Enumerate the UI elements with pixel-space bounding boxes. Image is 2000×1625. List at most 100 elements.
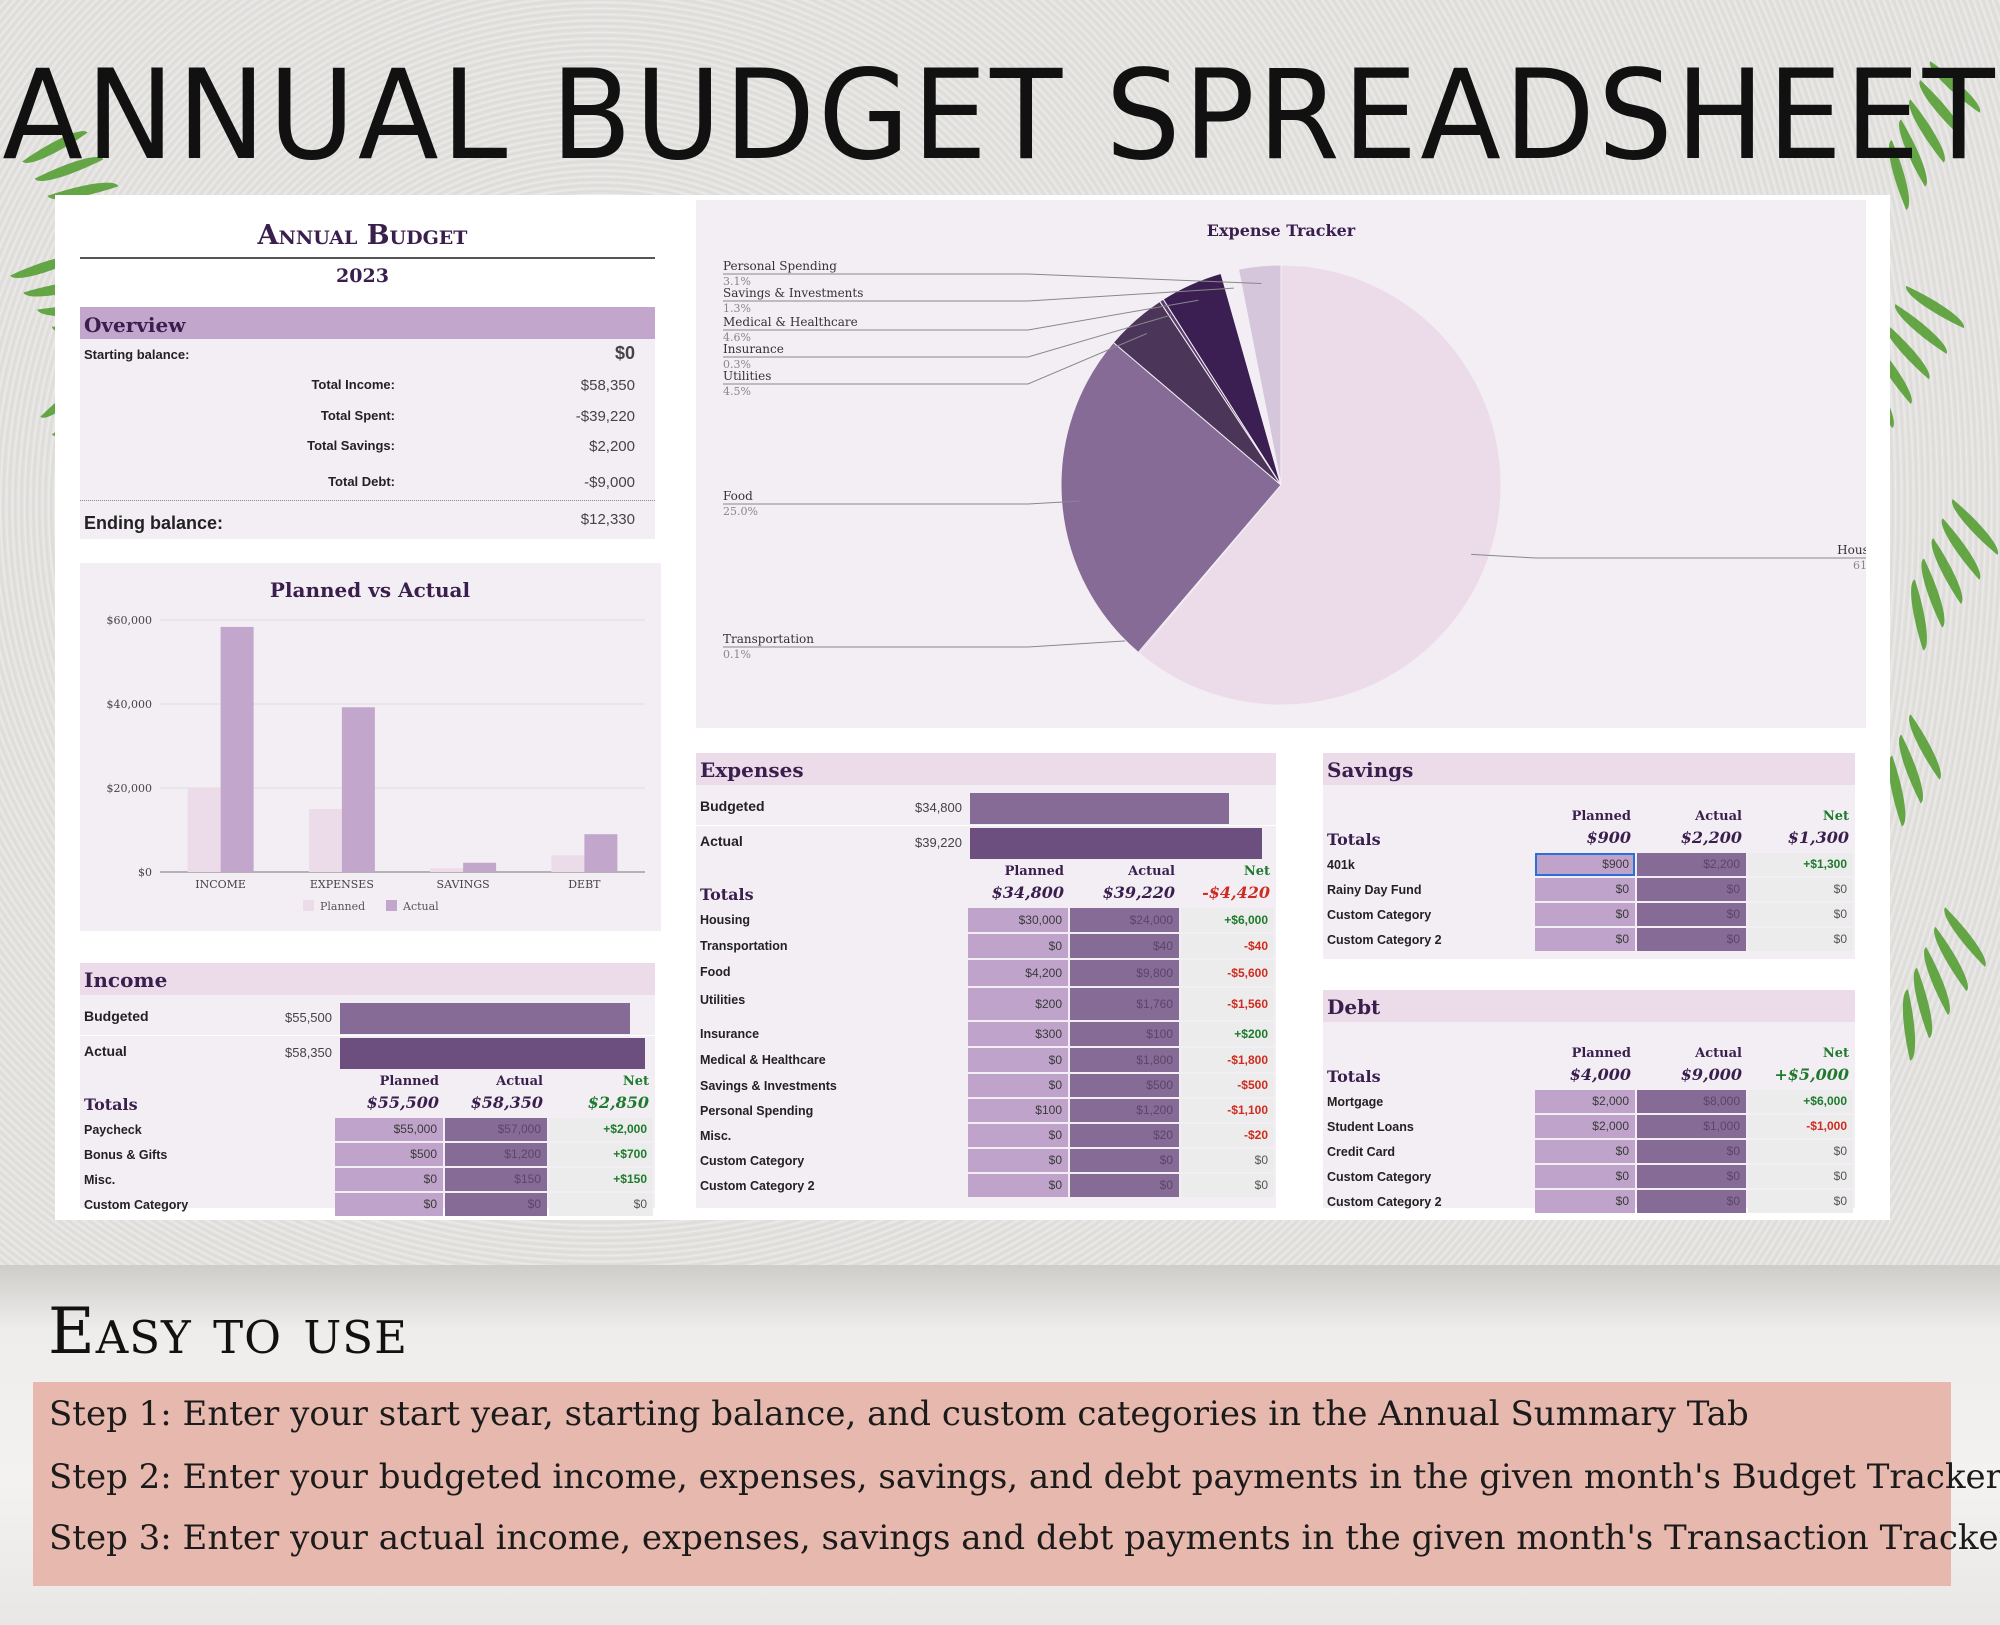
savings-cell-planned[interactable]: $0 [1535,878,1635,901]
expenses-total-planned: $34,800 [991,883,1064,902]
expenses-cell-actual[interactable]: $0 [1070,1149,1179,1172]
income-cell-planned[interactable]: $0 [335,1168,443,1191]
income-cell-planned[interactable]: $500 [335,1143,443,1166]
expenses-cell-planned[interactable]: $0 [968,1149,1068,1172]
debt-cell-net[interactable]: $0 [1748,1190,1853,1213]
easy-to-use-title: Easy to use [48,1295,408,1369]
savings-cell-net[interactable]: $0 [1748,878,1853,901]
expenses-cell-planned[interactable]: $0 [968,1074,1068,1097]
expenses-cell-actual[interactable]: $20 [1070,1124,1179,1147]
expenses-cell-net[interactable]: -$1,560 [1181,988,1274,1020]
expenses-cell-net[interactable]: -$500 [1181,1074,1274,1097]
debt-cell-actual[interactable]: $8,000 [1637,1090,1746,1113]
expenses-actual-value: $39,220 [915,835,962,850]
income-cell-planned[interactable]: $0 [335,1193,443,1216]
expenses-cell-planned[interactable]: $100 [968,1099,1068,1122]
expenses-actual-label: Actual [700,833,743,849]
expenses-cell-actual[interactable]: $1,800 [1070,1048,1179,1072]
expenses-cell-actual[interactable]: $1,760 [1070,988,1179,1020]
expenses-cell-planned[interactable]: $0 [968,1048,1068,1072]
expenses-cell-planned[interactable]: $300 [968,1022,1068,1046]
income-cell-actual[interactable]: $150 [445,1168,547,1191]
pie-leader-line [723,638,1151,648]
savings-cell-planned[interactable]: $0 [1535,903,1635,926]
overview-label: Total Income: [311,377,395,392]
pie-slice-pct: 0.1% [723,648,751,661]
savings-cell-net[interactable]: $0 [1748,903,1853,926]
debt-cell-planned[interactable]: $0 [1535,1165,1635,1188]
income-row-label: Bonus & Gifts [84,1148,168,1162]
income-cell-net[interactable]: +$150 [549,1168,653,1191]
expenses-cell-planned[interactable]: $200 [968,988,1068,1020]
expenses-cell-actual[interactable]: $1,200 [1070,1099,1179,1122]
overview-title: Overview [84,313,186,337]
pie-leader-line [723,500,1080,505]
expenses-cell-net[interactable]: -$5,600 [1181,960,1274,986]
expenses-cell-planned[interactable]: $30,000 [968,908,1068,932]
debt-cell-net[interactable]: -$1,000 [1748,1115,1853,1138]
debt-cell-net[interactable]: $0 [1748,1165,1853,1188]
expenses-cell-actual[interactable]: $40 [1070,934,1179,958]
debt-row-label: Mortgage [1327,1095,1384,1109]
debt-cell-planned[interactable]: $2,000 [1535,1115,1635,1138]
pie-leader-line [723,299,1199,331]
pie-slice-pct: 0.3% [723,358,751,371]
debt-cell-actual[interactable]: $1,000 [1637,1115,1746,1138]
expenses-budgeted-bar [970,793,1230,824]
overview-value: -$39,220 [575,408,635,425]
debt-cell-net[interactable]: $0 [1748,1140,1853,1163]
expenses-cell-planned[interactable]: $0 [968,1124,1068,1147]
expenses-cell-net[interactable]: -$40 [1181,934,1274,958]
savings-cell-net[interactable]: $0 [1748,928,1853,951]
income-total-planned: $55,500 [366,1093,439,1112]
debt-cell-planned[interactable]: $0 [1535,1190,1635,1213]
savings-cell-planned[interactable]: $0 [1535,928,1635,951]
savings-cell-actual[interactable]: $0 [1637,928,1746,951]
expenses-cell-net[interactable]: -$1,100 [1181,1099,1274,1122]
savings-cell-net[interactable]: +$1,300 [1748,853,1853,876]
savings-cell-actual[interactable]: $0 [1637,903,1746,926]
debt-row-label: Credit Card [1327,1145,1396,1159]
debt-total-planned: $4,000 [1569,1065,1631,1084]
expenses-cell-net[interactable]: +$6,000 [1181,908,1274,932]
expenses-row-label: Custom Category [700,1154,805,1168]
legend-swatch [386,900,397,911]
savings-cell-planned[interactable]: $900 [1535,853,1635,876]
expenses-cell-planned[interactable]: $0 [968,1174,1068,1197]
expenses-cell-actual[interactable]: $9,800 [1070,960,1179,986]
expenses-cell-planned[interactable]: $0 [968,934,1068,958]
expenses-cell-net[interactable]: -$20 [1181,1124,1274,1147]
debt-cell-net[interactable]: +$6,000 [1748,1090,1853,1113]
income-cell-actual[interactable]: $0 [445,1193,547,1216]
debt-col-planned: Planned [1571,1046,1631,1061]
income-cell-actual[interactable]: $1,200 [445,1143,547,1166]
income-cell-actual[interactable]: $57,000 [445,1118,547,1141]
y-tick-label: $40,000 [107,698,153,711]
savings-cell-actual[interactable]: $0 [1637,878,1746,901]
expenses-cell-actual[interactable]: $0 [1070,1174,1179,1197]
expenses-totals-label: Totals [700,885,754,904]
income-cell-net[interactable]: $0 [549,1193,653,1216]
expenses-cell-planned[interactable]: $4,200 [968,960,1068,986]
annual-budget-rule [80,257,655,259]
income-cell-net[interactable]: +$700 [549,1143,653,1166]
debt-cell-actual[interactable]: $0 [1637,1140,1746,1163]
savings-cell-actual[interactable]: $2,200 [1637,853,1746,876]
debt-cell-actual[interactable]: $0 [1637,1190,1746,1213]
income-cell-planned[interactable]: $55,000 [335,1118,443,1141]
expenses-cell-net[interactable]: $0 [1181,1174,1274,1197]
expenses-cell-actual[interactable]: $100 [1070,1022,1179,1046]
pie-slice-pct: 61.2% [1853,559,1866,572]
debt-cell-actual[interactable]: $0 [1637,1165,1746,1188]
pie-leader-line [723,333,1147,385]
pie-slice-label: Food [723,489,753,503]
expenses-row-label: Misc. [700,1129,732,1143]
expenses-cell-actual[interactable]: $24,000 [1070,908,1179,932]
income-cell-net[interactable]: +$2,000 [549,1118,653,1141]
expenses-cell-net[interactable]: $0 [1181,1149,1274,1172]
expenses-cell-net[interactable]: +$200 [1181,1022,1274,1046]
expenses-cell-net[interactable]: -$1,800 [1181,1048,1274,1072]
expenses-cell-actual[interactable]: $500 [1070,1074,1179,1097]
debt-cell-planned[interactable]: $2,000 [1535,1090,1635,1113]
debt-cell-planned[interactable]: $0 [1535,1140,1635,1163]
